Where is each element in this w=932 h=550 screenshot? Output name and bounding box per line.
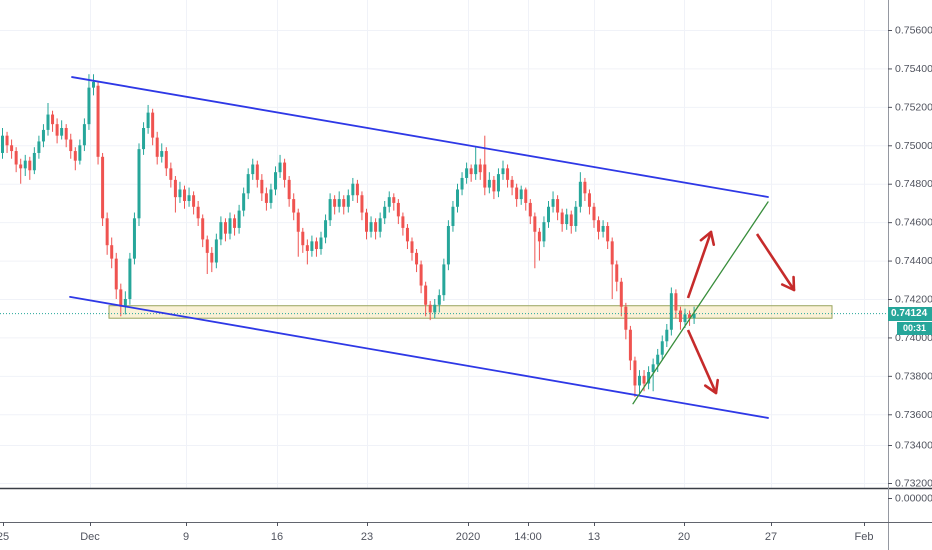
time-tick-label: Dec <box>80 531 100 543</box>
price-tick-label: 0.00000 <box>895 493 932 505</box>
upper-channel-line[interactable] <box>71 76 769 198</box>
price-tick-label: 0.75000 <box>895 140 932 152</box>
lower-channel-line[interactable] <box>69 295 769 419</box>
price-tick-label: 0.74400 <box>895 255 932 267</box>
up-arrow-drawing[interactable] <box>686 230 716 299</box>
down-right-arrow-drawing[interactable] <box>755 233 796 292</box>
price-tick-label: 0.74000 <box>895 332 932 344</box>
support-zone[interactable] <box>108 305 833 319</box>
price-tick-label: 0.74200 <box>895 293 932 305</box>
time-tick-label: 13 <box>588 531 600 543</box>
price-tick-label: 0.73800 <box>895 370 932 382</box>
candles-series <box>1 74 696 397</box>
price-tick-label: 0.73400 <box>895 440 932 452</box>
price-tick-label: 0.75600 <box>895 25 932 37</box>
price-tick-label: 0.74800 <box>895 178 932 190</box>
price-axis[interactable]: 0.75600 0.75400 0.75200 0.75000 0.74800 0.746… <box>888 0 932 550</box>
price-tick-label: 0.75200 <box>895 101 932 113</box>
time-tick-label: 27 <box>765 531 777 543</box>
time-tick-label: 14:00 <box>514 531 542 543</box>
price-tick-label: 0.73600 <box>895 409 932 421</box>
time-tick-label: 23 <box>361 531 373 543</box>
time-tick-label: 9 <box>183 531 189 543</box>
time-tick-label: 16 <box>271 531 283 543</box>
price-tick-label: 0.75400 <box>895 63 932 75</box>
candle-countdown: 00:31 <box>897 321 932 335</box>
last-price-label: 0.74124 <box>888 306 932 321</box>
time-tick-label: 2020 <box>456 531 480 543</box>
time-tick-label: 20 <box>678 531 690 543</box>
trend-line-green[interactable] <box>632 201 769 405</box>
time-axis[interactable]: 25 Dec 9 16 23 2020 14:00 13 20 27 Feb <box>0 522 932 543</box>
price-tick-label: 0.73200 <box>895 478 932 490</box>
time-tick-label: Feb <box>855 531 874 543</box>
price-tick-label: 0.74600 <box>895 217 932 229</box>
time-tick-label: 25 <box>0 531 9 543</box>
down-arrow-drawing[interactable] <box>686 329 720 395</box>
